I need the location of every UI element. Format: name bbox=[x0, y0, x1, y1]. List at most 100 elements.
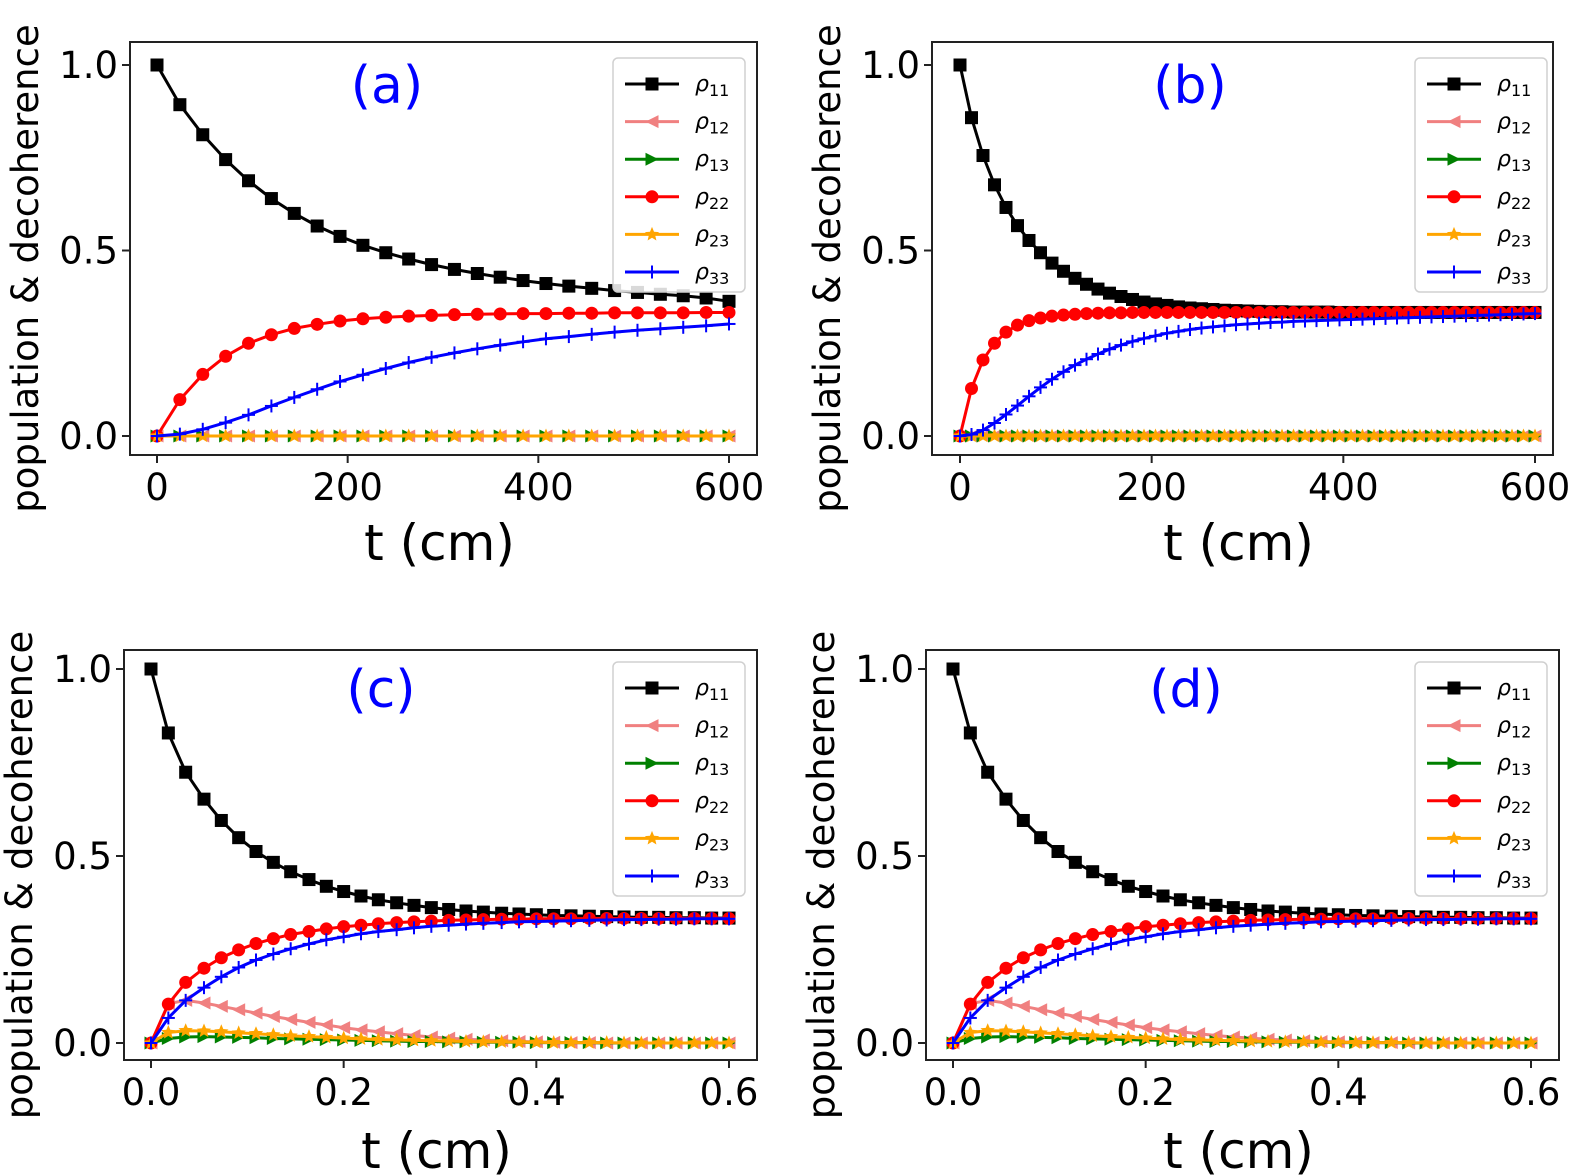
legend-label: ρ13 bbox=[695, 147, 729, 175]
data-point bbox=[1389, 428, 1405, 443]
data-point bbox=[1173, 917, 1187, 931]
data-point bbox=[232, 943, 246, 957]
data-point bbox=[355, 428, 371, 443]
data-point bbox=[1344, 305, 1358, 319]
data-point bbox=[687, 1035, 702, 1050]
data-point bbox=[333, 229, 347, 243]
data-point bbox=[1114, 306, 1128, 320]
data-point bbox=[1251, 428, 1267, 443]
legend-marker bbox=[1447, 77, 1461, 91]
x-axis-label: t (cm) bbox=[364, 514, 515, 572]
data-point bbox=[953, 429, 967, 443]
legend-marker bbox=[1446, 226, 1462, 241]
data-point bbox=[1418, 1035, 1434, 1050]
y-tick-label: 0.0 bbox=[53, 1022, 112, 1065]
data-point bbox=[1011, 318, 1024, 332]
data-point bbox=[1139, 1021, 1153, 1035]
data-point bbox=[608, 325, 622, 339]
data-point bbox=[470, 267, 484, 281]
data-point bbox=[539, 332, 553, 346]
data-point bbox=[1191, 1032, 1206, 1047]
data-point bbox=[722, 912, 736, 926]
data-point bbox=[1034, 246, 1047, 260]
data-point bbox=[1528, 307, 1542, 321]
data-point bbox=[1104, 873, 1118, 887]
data-point bbox=[1195, 305, 1208, 319]
data-point bbox=[1149, 305, 1162, 319]
data-point bbox=[1068, 1009, 1082, 1023]
data-point bbox=[231, 1025, 246, 1039]
data-point bbox=[1275, 315, 1289, 329]
legend-marker bbox=[645, 869, 659, 883]
data-point bbox=[1156, 1023, 1170, 1037]
data-point bbox=[1517, 307, 1530, 321]
data-point bbox=[1033, 428, 1048, 443]
legend-label: ρ12 bbox=[695, 714, 729, 742]
data-point bbox=[447, 308, 461, 322]
data-point bbox=[1021, 428, 1037, 443]
data-point bbox=[1244, 918, 1258, 932]
data-point bbox=[1320, 428, 1336, 443]
legend-marker bbox=[645, 756, 659, 770]
data-point bbox=[1384, 913, 1398, 927]
series-line bbox=[951, 917, 1531, 1044]
data-point bbox=[371, 925, 385, 939]
data-point bbox=[981, 765, 995, 779]
legend-label: ρ23 bbox=[1497, 826, 1531, 854]
data-point bbox=[319, 933, 333, 947]
data-point bbox=[1068, 1027, 1083, 1041]
data-point bbox=[1173, 925, 1187, 939]
data-point bbox=[1137, 305, 1151, 319]
y-tick-label: 1.0 bbox=[861, 44, 920, 87]
data-point bbox=[1218, 305, 1231, 319]
data-point bbox=[1050, 1026, 1066, 1040]
data-point bbox=[563, 1035, 579, 1049]
legend-marker bbox=[644, 226, 660, 241]
data-point bbox=[1171, 428, 1186, 443]
data-point bbox=[1481, 428, 1497, 443]
series-ρ33 bbox=[953, 307, 1542, 443]
data-point bbox=[1155, 1031, 1171, 1045]
data-point bbox=[354, 927, 368, 941]
data-point bbox=[1378, 428, 1393, 443]
data-point bbox=[354, 918, 368, 932]
data-point bbox=[1114, 290, 1128, 304]
data-point bbox=[442, 902, 456, 916]
data-point bbox=[653, 306, 667, 320]
x-tick-label: 0.6 bbox=[700, 1071, 759, 1114]
data-point bbox=[214, 999, 228, 1013]
data-point bbox=[999, 996, 1013, 1010]
plot-area bbox=[945, 662, 1539, 1050]
data-point bbox=[379, 310, 393, 324]
data-point bbox=[1033, 1025, 1048, 1039]
data-point bbox=[1010, 428, 1025, 443]
data-point bbox=[1264, 315, 1277, 329]
data-point bbox=[1149, 329, 1162, 343]
data-point bbox=[721, 428, 737, 443]
data-point bbox=[1085, 1028, 1100, 1042]
data-point bbox=[676, 428, 691, 443]
data-point bbox=[607, 428, 622, 443]
data-point bbox=[1067, 428, 1083, 443]
data-point bbox=[704, 1035, 719, 1050]
data-point bbox=[353, 1031, 369, 1045]
series-ρ22 bbox=[150, 305, 736, 443]
data-point bbox=[1139, 885, 1153, 899]
data-point bbox=[1121, 933, 1135, 947]
data-point bbox=[1263, 428, 1278, 443]
series-ρ33 bbox=[150, 317, 736, 443]
data-point bbox=[179, 765, 193, 779]
y-tick-label: 0.0 bbox=[861, 415, 920, 458]
data-point bbox=[283, 1028, 298, 1042]
data-point bbox=[1471, 912, 1485, 926]
data-point bbox=[539, 307, 553, 321]
panel-title: (d) bbox=[1149, 660, 1223, 720]
data-point bbox=[1402, 913, 1416, 927]
legend-label: ρ13 bbox=[1497, 751, 1531, 779]
data-point bbox=[1218, 319, 1231, 333]
data-point bbox=[1209, 898, 1223, 912]
legend-item: ρ11 bbox=[625, 72, 729, 100]
data-point bbox=[1044, 428, 1060, 443]
series-ρ23 bbox=[149, 428, 737, 443]
data-point bbox=[319, 1018, 333, 1032]
